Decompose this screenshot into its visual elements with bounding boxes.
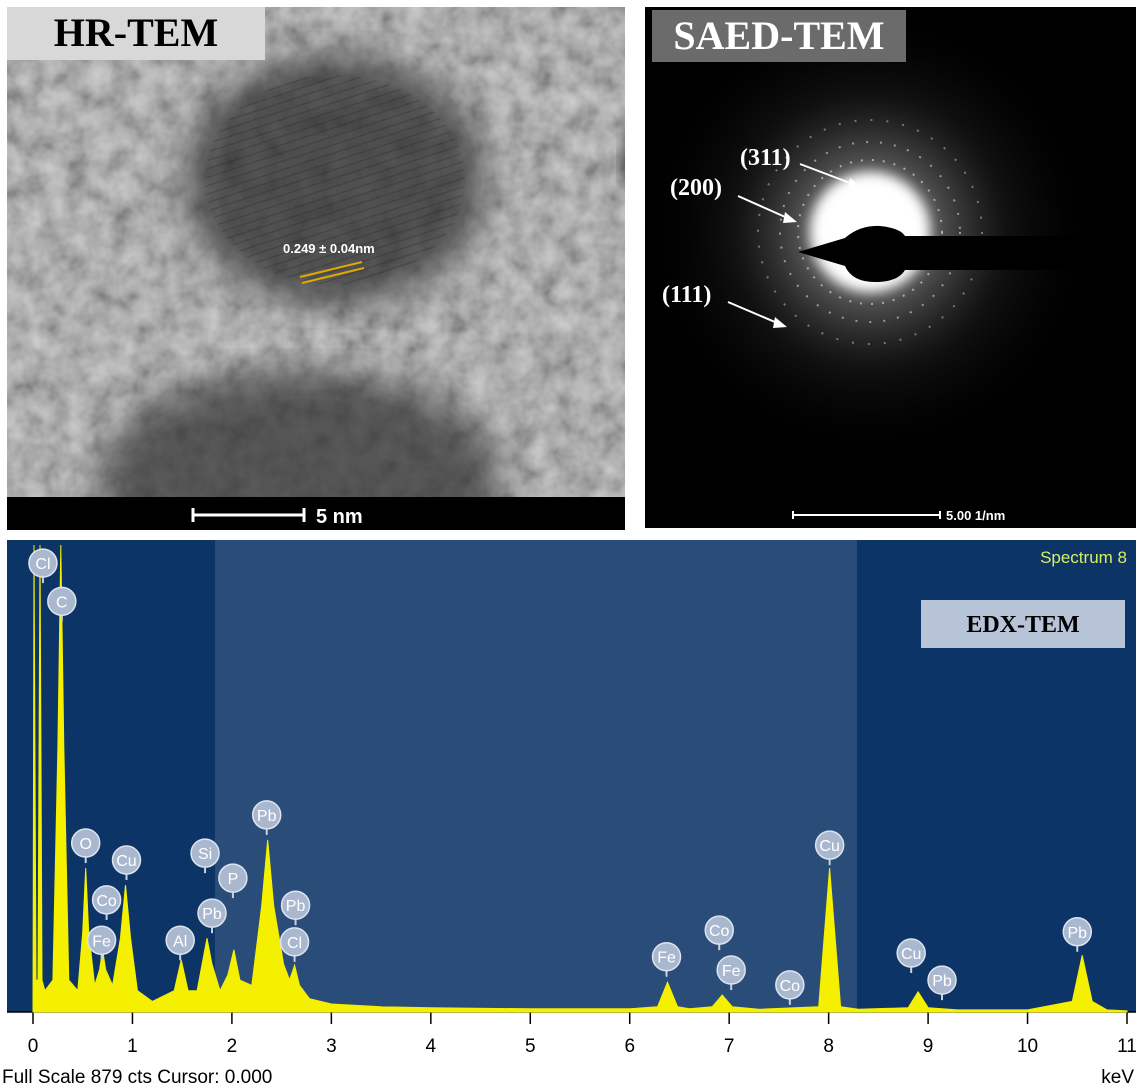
page: {"hrtem": {"label": "HR-TEM", "measureme… (0, 0, 1136, 1091)
x-tick-label: 6 (624, 1036, 635, 1057)
x-tick-label: 5 (525, 1036, 536, 1057)
peak-label: P (228, 871, 239, 888)
peak-label: Al (173, 933, 187, 950)
chart-subtitle: Spectrum 8 (1040, 548, 1127, 567)
figure: 0.249 ± 0.04nm HR-TEM 5 nm SAED-TEM (311… (0, 0, 1136, 1091)
peak-label: Pb (1067, 925, 1087, 942)
panel-label: HR-TEM (54, 10, 218, 55)
x-tick-label: 11 (1117, 1036, 1136, 1057)
plane-label: (311) (740, 145, 791, 171)
peak-label: O (79, 836, 91, 853)
peak-label: Fe (722, 963, 741, 980)
scale-label: 5.00 1/nm (946, 508, 1005, 523)
peak-label: Cu (116, 853, 136, 870)
x-tick-label: 8 (823, 1036, 834, 1057)
panel-label: SAED-TEM (673, 13, 884, 58)
peak-label: Pb (257, 808, 277, 825)
x-axis-label: keV (1101, 1067, 1134, 1088)
peak-label: Fe (657, 950, 676, 967)
peak-label: Si (198, 846, 212, 863)
peak-label: Pb (202, 906, 222, 923)
measurement: 0.249 ± 0.04nm (283, 241, 375, 256)
chart-title: EDX-TEM (966, 612, 1079, 638)
peak-label: Pb (286, 898, 306, 915)
x-tick-label: 0 (28, 1036, 39, 1057)
footer: Full Scale 879 cts Cursor: 0.000 (2, 1067, 272, 1088)
x-tick-label: 10 (1017, 1036, 1038, 1057)
x-tick-label: 9 (923, 1036, 934, 1057)
peak-label: Cu (819, 838, 839, 855)
plane-label: (200) (670, 175, 722, 201)
x-tick-label: 4 (426, 1036, 437, 1057)
scale-label: 5 nm (316, 506, 363, 528)
watermark (215, 540, 857, 1012)
x-tick-label: 2 (227, 1036, 238, 1057)
x-tick-label: 7 (724, 1036, 735, 1057)
x-tick-label: 1 (127, 1036, 138, 1057)
peak-label: Cl (35, 556, 50, 573)
peak-label: Cl (287, 935, 302, 952)
peak-label: Fe (92, 933, 111, 950)
x-tick-label: 3 (326, 1036, 337, 1057)
peak-label: Co (709, 923, 730, 940)
peak-label: Co (96, 893, 117, 910)
peak-label: Co (780, 978, 801, 995)
peak-label: C (56, 594, 68, 611)
peak-label: Cu (901, 946, 921, 963)
peak-label: Pb (932, 973, 952, 990)
plane-label: (111) (662, 282, 711, 308)
